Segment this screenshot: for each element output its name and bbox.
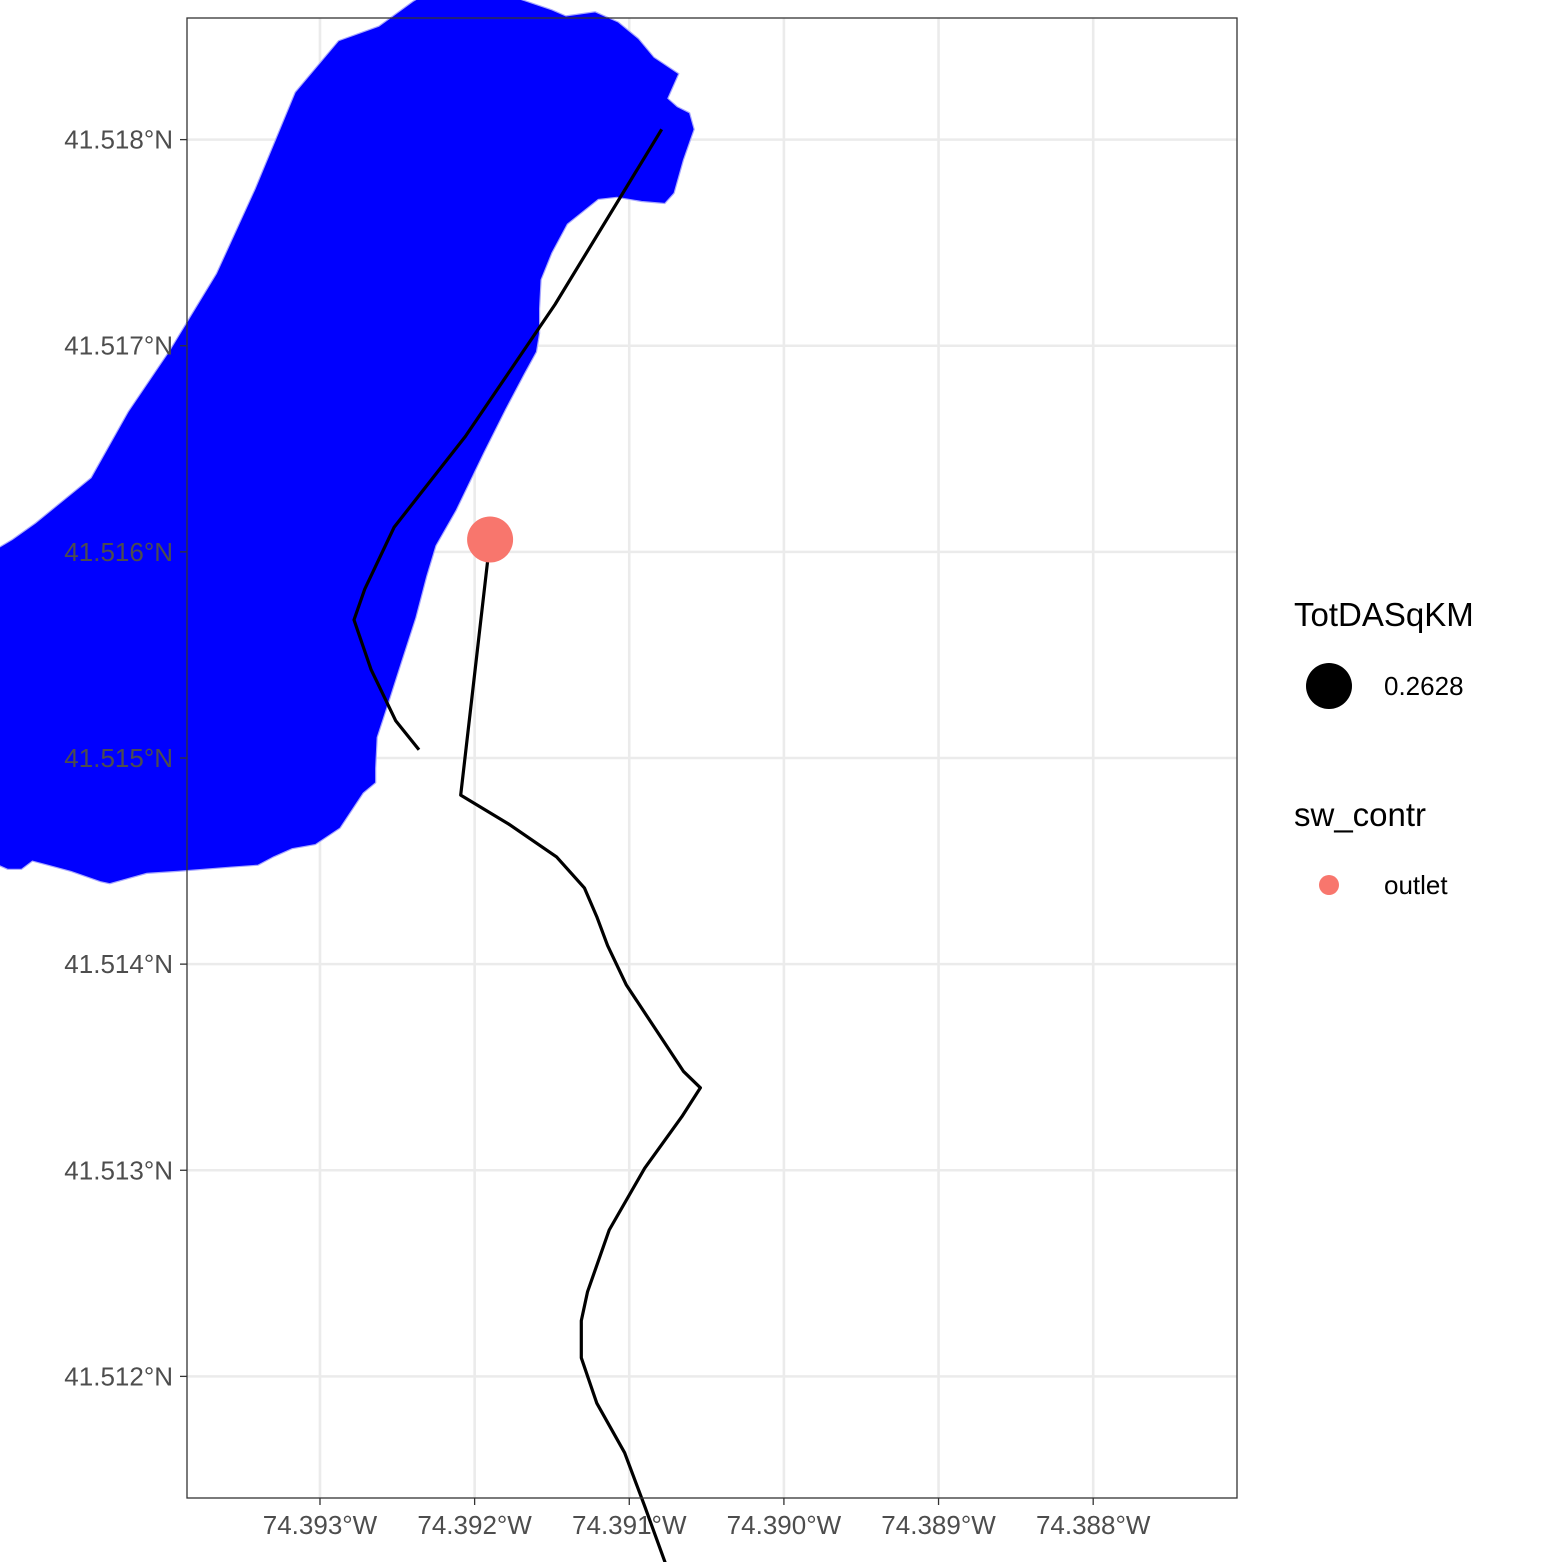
x-tick-label-2: 74.391°W: [572, 1510, 687, 1540]
y-tick-label-0: 41.512°N: [64, 1361, 173, 1391]
x-tick-label-1: 74.392°W: [417, 1510, 532, 1540]
legend-size-key: [1306, 663, 1352, 709]
x-tick-label-0: 74.393°W: [263, 1510, 378, 1540]
y-tick-label-1: 41.513°N: [64, 1155, 173, 1185]
x-tick-label-5: 74.388°W: [1036, 1510, 1151, 1540]
axes: 74.393°W 74.392°W 74.391°W 74.390°W 74.389°W…: [64, 125, 1151, 1540]
legend: TotDASqKM 0.2628 sw_contr outlet: [1294, 596, 1474, 900]
x-tick-label-4: 74.389°W: [881, 1510, 996, 1540]
legend-color-title: sw_contr: [1294, 796, 1426, 833]
outlet-point: [467, 516, 514, 563]
legend-color-key: [1319, 875, 1339, 895]
flowline-upstream: [352, 128, 664, 751]
legend-size-title: TotDASqKM: [1294, 596, 1474, 633]
y-tick-label-4: 41.516°N: [64, 537, 173, 567]
legend-color-label: outlet: [1384, 870, 1448, 900]
map-layers: [0, 0, 703, 1562]
flowline-downstream: [459, 539, 703, 1562]
catchment-polygon: [0, 0, 695, 885]
y-tick-label-3: 41.515°N: [64, 743, 173, 773]
y-tick-label-6: 41.518°N: [64, 125, 173, 155]
legend-size-label: 0.2628: [1384, 671, 1464, 701]
y-tick-label-5: 41.517°N: [64, 331, 173, 361]
x-tick-label-3: 74.390°W: [727, 1510, 842, 1540]
y-tick-label-2: 41.514°N: [64, 949, 173, 979]
